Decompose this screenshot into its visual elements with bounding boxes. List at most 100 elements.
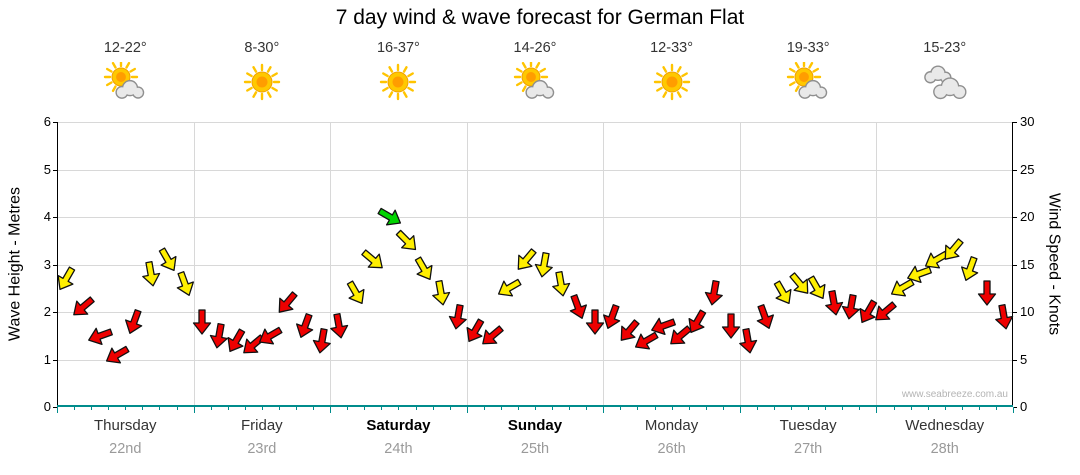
right-axis-title: Wind Speed - Knots: [1045, 192, 1063, 336]
x-tick: [876, 407, 878, 413]
x-tick: [381, 407, 383, 410]
y-tick-right: [1013, 169, 1017, 171]
day-label: Thursday: [94, 417, 157, 434]
day-label: Tuesday: [779, 417, 837, 434]
x-tick: [415, 407, 417, 410]
weather-icon-cloudy: [921, 62, 969, 104]
y-tick-left: [53, 407, 57, 408]
y-tick-label-right: 30: [1020, 114, 1035, 129]
y-tick-label-left: 4: [43, 209, 51, 224]
h-gridline: [57, 312, 1013, 313]
y-tick-left: [53, 359, 57, 361]
y-tick-label-right: 20: [1020, 209, 1035, 224]
h-gridline: [57, 359, 1013, 361]
x-tick: [125, 407, 127, 410]
x-tick: [961, 407, 963, 410]
y-tick-label-right: 15: [1020, 256, 1035, 272]
y-tick-label-left: 1: [43, 351, 51, 367]
v-gridline: [603, 122, 605, 407]
day-temperature: 8-30°: [244, 40, 280, 56]
x-tick: [671, 407, 673, 410]
day-temperature: 19-33°: [786, 40, 830, 56]
weather-icon-sunny: [238, 62, 286, 104]
x-tick: [842, 407, 844, 410]
day-label: Monday: [644, 417, 699, 434]
day-label: Wednesday: [905, 417, 985, 434]
x-tick: [586, 407, 588, 410]
y-tick-right: [1013, 407, 1017, 408]
x-tick: [569, 407, 571, 410]
y-axis-left: [57, 122, 58, 407]
x-tick: [466, 407, 468, 413]
y-tick-right: [1013, 122, 1017, 123]
x-tick: [449, 407, 451, 410]
y-tick-label-right: 10: [1020, 304, 1035, 319]
x-tick: [142, 407, 144, 410]
x-tick: [261, 407, 263, 410]
x-tick: [825, 407, 827, 410]
x-tick: [552, 407, 554, 410]
x-tick: [688, 407, 690, 410]
x-tick: [398, 407, 400, 410]
x-tick: [739, 407, 741, 413]
day-temperature: 12-22°: [103, 40, 147, 56]
h-gridline: [57, 169, 1013, 171]
day-date-label: 27th: [794, 441, 823, 457]
y-tick-label-right: 0: [1020, 399, 1028, 414]
day-date-label: 28th: [930, 441, 959, 457]
v-gridline: [876, 122, 878, 407]
day-date-label: 24th: [384, 441, 413, 457]
day-label: Sunday: [507, 417, 563, 434]
x-tick: [535, 407, 536, 410]
v-gridline: [330, 122, 332, 407]
y-tick-right: [1013, 217, 1017, 218]
x-tick: [756, 407, 758, 410]
h-gridline: [57, 217, 1013, 218]
x-tick: [176, 407, 178, 410]
x-tick: [108, 407, 110, 410]
x-tick: [278, 407, 280, 410]
x-tick: [210, 407, 212, 410]
v-gridline: [739, 122, 741, 407]
x-tick: [1013, 407, 1014, 413]
x-tick: [227, 407, 229, 410]
x-tick: [244, 407, 246, 410]
y-tick-left: [53, 122, 57, 123]
x-tick: [603, 407, 605, 413]
y-tick-label-left: 6: [43, 114, 51, 129]
y-tick-left: [53, 312, 57, 313]
y-tick-right: [1013, 312, 1017, 313]
y-tick-label-right: 25: [1020, 161, 1035, 177]
x-tick: [774, 407, 775, 410]
x-tick: [944, 407, 946, 410]
x-tick: [705, 407, 707, 410]
day-date-label: 23rd: [247, 441, 277, 457]
v-gridline: [466, 122, 468, 407]
x-tick: [722, 407, 724, 410]
y-tick-left: [53, 217, 57, 218]
x-tick: [791, 407, 793, 410]
x-tick: [91, 407, 93, 410]
x-axis: [57, 405, 1013, 407]
left-axis-title: Wave Height - Metres: [6, 186, 24, 342]
x-tick: [978, 407, 980, 410]
y-tick-left: [53, 264, 57, 266]
y-tick-right: [1013, 359, 1017, 361]
y-axis-right: [1012, 122, 1013, 407]
x-tick: [620, 407, 622, 410]
x-tick: [654, 407, 656, 410]
x-tick: [364, 407, 366, 410]
x-tick: [159, 407, 161, 410]
x-tick: [517, 407, 519, 410]
watermark: www.seabreeze.com.au: [901, 389, 1008, 400]
weather-icon-partly-cloudy: [511, 59, 559, 104]
y-tick-label-left: 0: [43, 399, 51, 414]
weather-icon-partly-cloudy: [101, 59, 149, 104]
x-tick: [57, 407, 58, 413]
day-date-label: 22nd: [109, 441, 142, 457]
day-date-label: 25th: [520, 441, 550, 457]
x-tick: [893, 407, 895, 410]
x-tick: [483, 407, 485, 410]
day-temperature: 16-37°: [376, 40, 420, 56]
